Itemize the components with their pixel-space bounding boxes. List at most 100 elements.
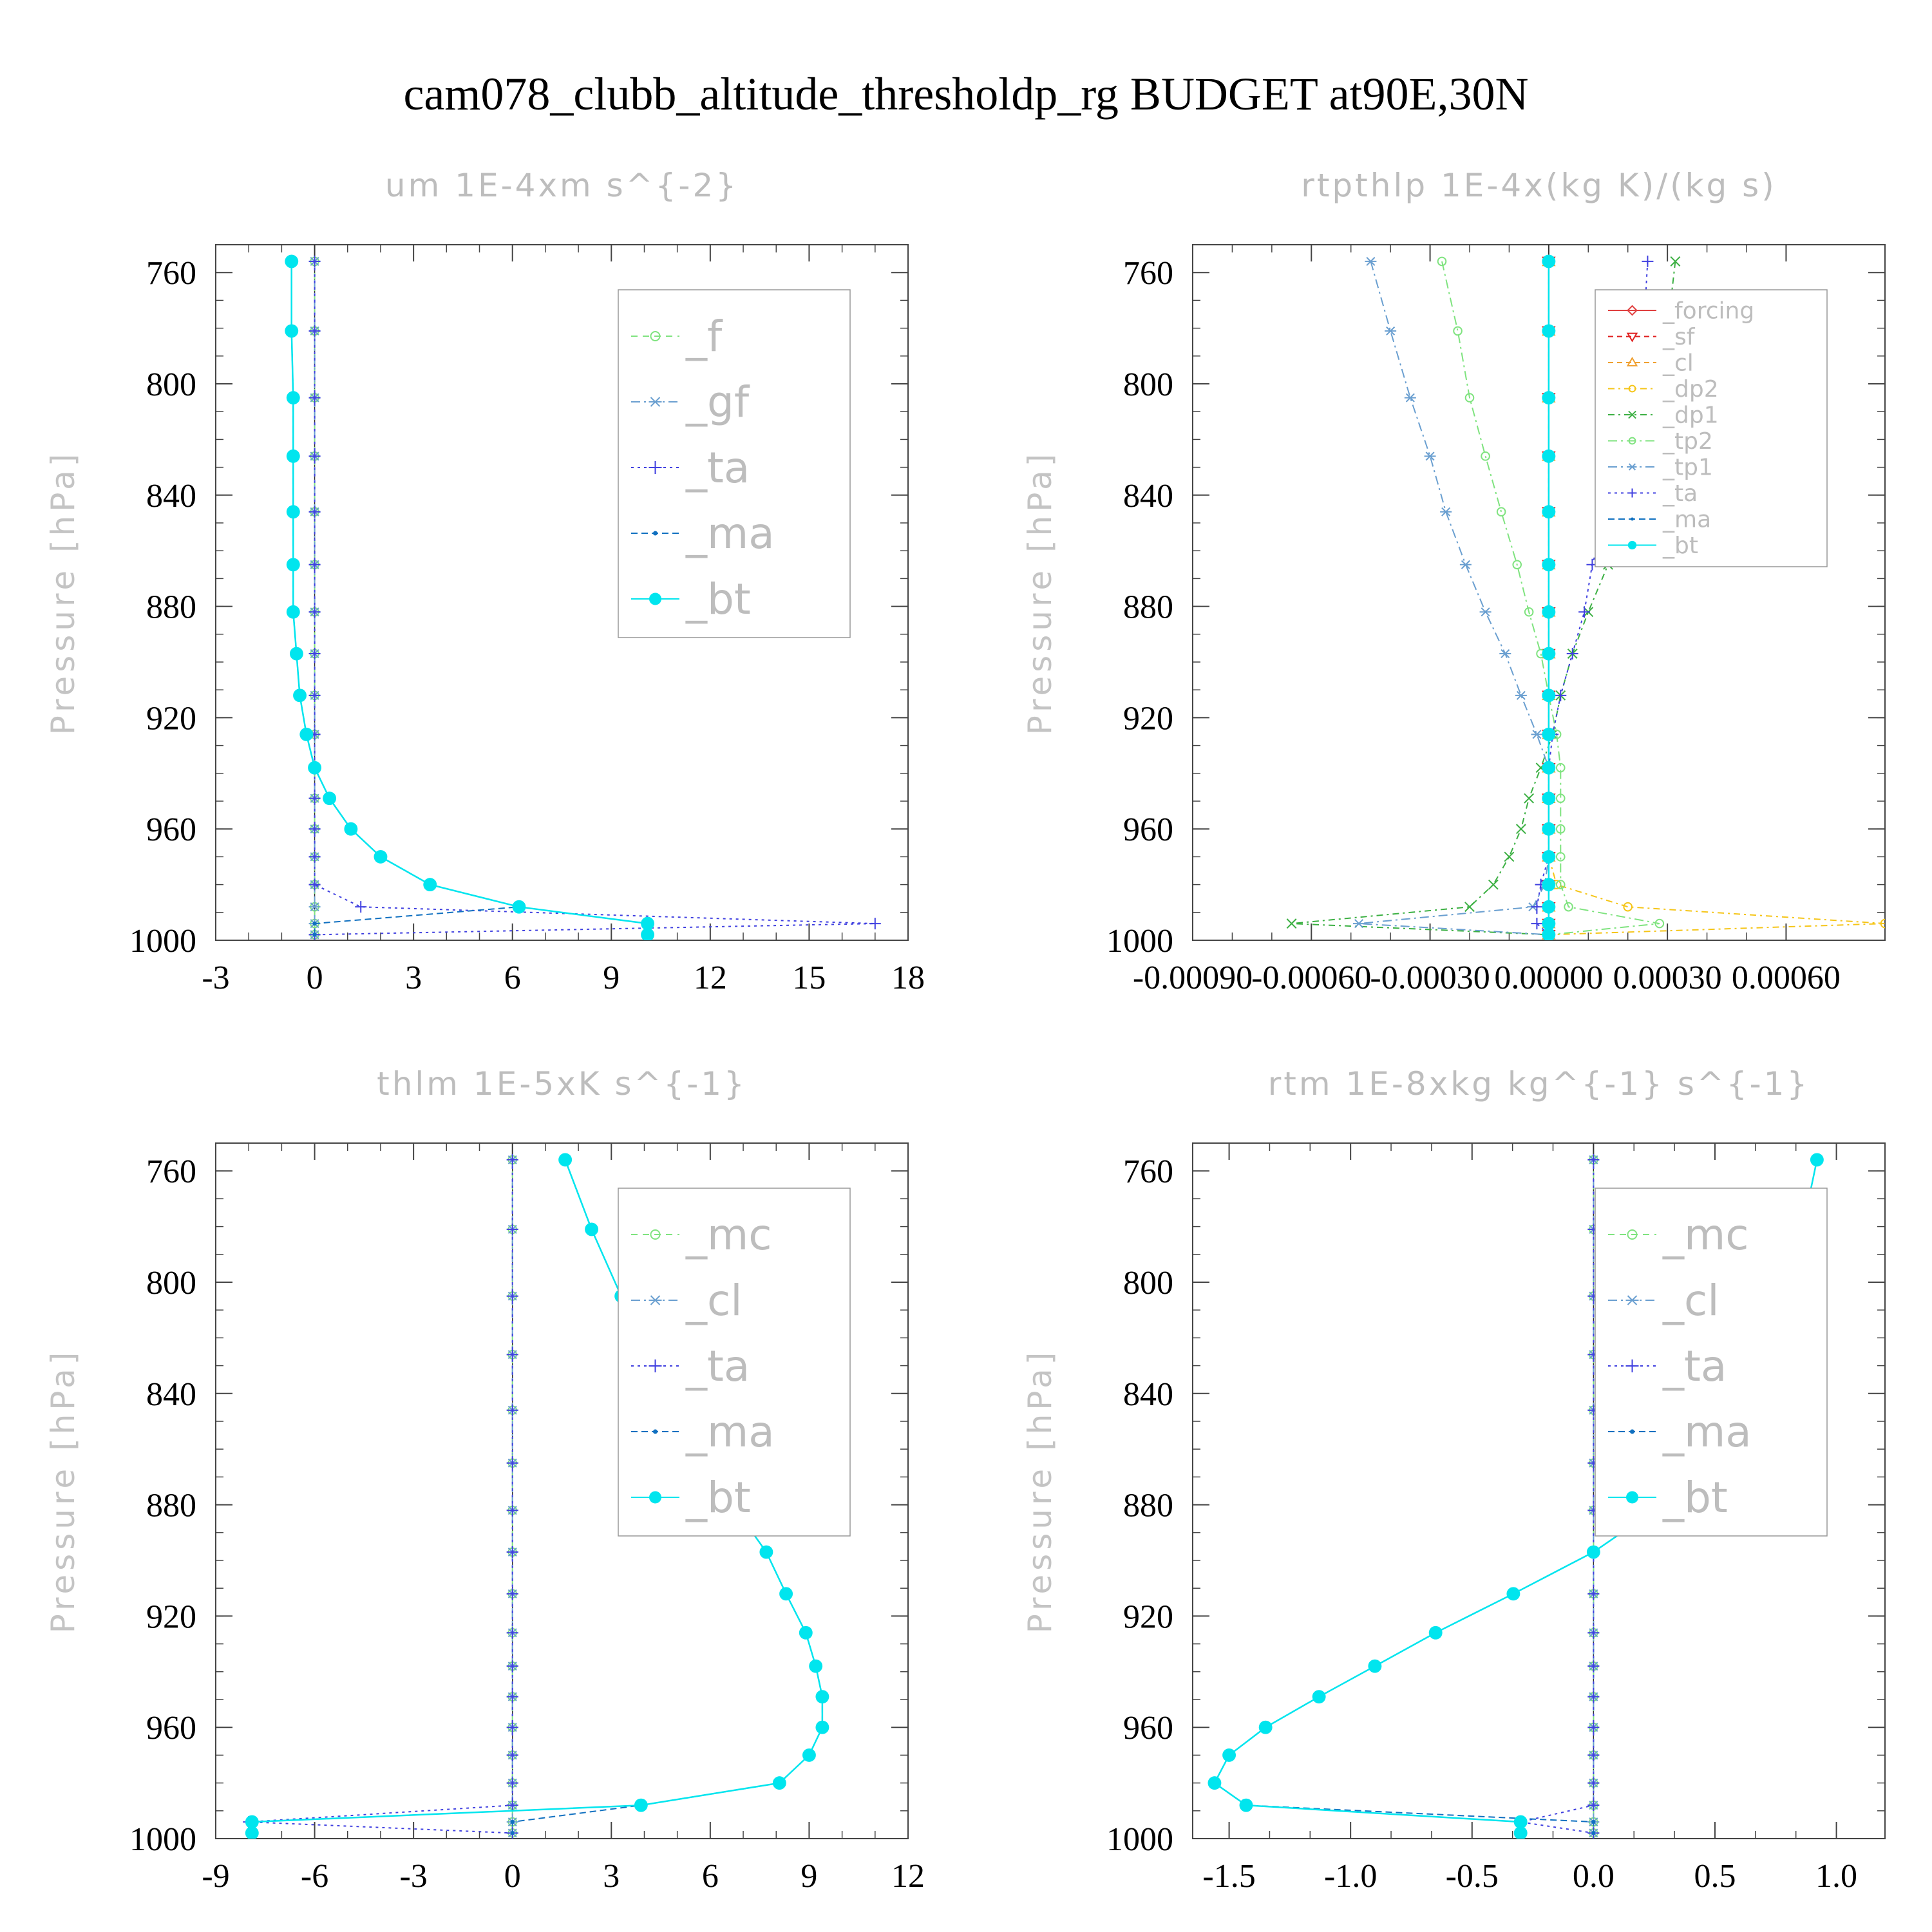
data-point [1239, 1798, 1253, 1812]
data-point [1810, 1153, 1824, 1167]
data-point [558, 1153, 573, 1167]
data-point [1587, 1153, 1600, 1166]
legend-marker [1627, 540, 1637, 550]
legend-label: _dp2 [1662, 376, 1719, 402]
legend-label: _f [685, 312, 723, 361]
data-point [1459, 560, 1472, 569]
data-point [1286, 918, 1297, 929]
legend-marker [1627, 463, 1637, 471]
data-point [293, 688, 307, 703]
data-point [308, 792, 321, 804]
data-point [289, 647, 303, 661]
x-tick-label: -1.0 [1324, 1858, 1377, 1895]
legend-box [618, 1188, 851, 1537]
data-point [308, 506, 321, 518]
data-point [312, 933, 317, 937]
data-point [286, 505, 300, 519]
data-point [1566, 648, 1578, 660]
legend-marker [650, 331, 661, 341]
x-tick-label: -3 [399, 1858, 427, 1895]
x-tick-label: 0 [307, 960, 323, 996]
data-point [1591, 1819, 1596, 1824]
x-tick-label: 15 [792, 960, 826, 996]
legend-label: _bt [685, 574, 751, 624]
data-point [1453, 326, 1463, 336]
x-tick-label: -0.00060 [1251, 960, 1371, 996]
x-tick-label: -0.00090 [1133, 960, 1253, 996]
data-point [1555, 880, 1566, 889]
data-point [1424, 451, 1436, 461]
legend-marker [649, 1295, 662, 1305]
legend-label: _ma [1662, 507, 1711, 533]
data-point [1479, 607, 1492, 617]
data-point [1531, 730, 1543, 739]
plot-frame [215, 1142, 909, 1839]
series-line [1520, 1159, 1595, 1834]
legend-label: _ta [685, 1341, 750, 1391]
data-point [1428, 1625, 1443, 1640]
data-point [1654, 918, 1665, 929]
data-point [506, 1721, 518, 1734]
legend-marker [1631, 517, 1634, 521]
data-point [1504, 851, 1515, 862]
legend-label: _tp2 [1662, 428, 1713, 455]
data-point [286, 605, 300, 619]
data-point [506, 1504, 518, 1517]
data-point [772, 1776, 786, 1790]
data-point [1368, 1659, 1382, 1673]
data-point [312, 921, 317, 926]
legend-label: _forcing [1662, 298, 1754, 325]
data-point [1542, 688, 1556, 703]
data-point [1524, 793, 1535, 804]
y-tick-label: 840 [146, 1376, 196, 1413]
legend: _forcing_sf_cl_dp2_dp1_tp2_tp1_ta_ma_bt [1595, 289, 1828, 567]
data-point [779, 1587, 793, 1601]
panels: um 1E-4xm s^{-2} Pressure [hPa] 760 800 840 8… [44, 167, 1886, 1895]
series-group [1286, 254, 1885, 940]
legend-marker [1626, 332, 1638, 343]
data-point [1542, 916, 1556, 931]
legend-label: _ma [1662, 1407, 1752, 1457]
data-point [815, 1690, 829, 1704]
chart-panel: thlm 1E-5xK s^{-1} Pressure [hPa] 760 800 84… [44, 1065, 925, 1895]
x-tick-label: 3 [405, 960, 422, 996]
legend-marker [1626, 1491, 1638, 1504]
data-point [308, 325, 321, 337]
series-line [249, 1159, 513, 1834]
data-point [308, 648, 321, 660]
y-tick-label: 920 [146, 700, 196, 737]
data-point [1587, 1749, 1600, 1761]
data-point [1542, 927, 1556, 940]
panel-title: rtm 1E-8xkg kg^{-1} s^{-1} [1268, 1065, 1810, 1103]
data-point [506, 1799, 518, 1812]
data-point [1542, 822, 1556, 836]
data-point [1542, 324, 1556, 338]
y-tick-label: 840 [1123, 478, 1173, 515]
data-point [1555, 852, 1566, 862]
data-point [1555, 689, 1567, 701]
data-point [510, 1819, 515, 1824]
legend-box [1595, 289, 1828, 567]
data-point [1542, 849, 1556, 864]
legend-marker [649, 461, 662, 474]
data-point [585, 1222, 599, 1236]
data-point [1542, 254, 1556, 269]
y-axis-label: Pressure [hPa] [44, 1349, 82, 1634]
data-point [344, 822, 358, 836]
y-tick-label: 760 [1123, 1153, 1173, 1190]
data-point [245, 1815, 259, 1829]
x-tick-label: 6 [504, 960, 521, 996]
plot-frame [1192, 1142, 1886, 1839]
data-point [1564, 902, 1573, 912]
data-point [506, 1223, 518, 1235]
y-axis-label: Pressure [hPa] [1021, 450, 1059, 735]
data-point [1578, 606, 1591, 618]
legend-marker [649, 1359, 662, 1372]
data-point [308, 902, 321, 912]
legend-label: _bt [1662, 533, 1698, 559]
data-point [1499, 649, 1511, 659]
y-tick-label: 760 [1123, 255, 1173, 292]
legend-marker [1630, 1429, 1634, 1434]
data-point [1512, 560, 1522, 570]
data-point [1312, 1690, 1326, 1704]
